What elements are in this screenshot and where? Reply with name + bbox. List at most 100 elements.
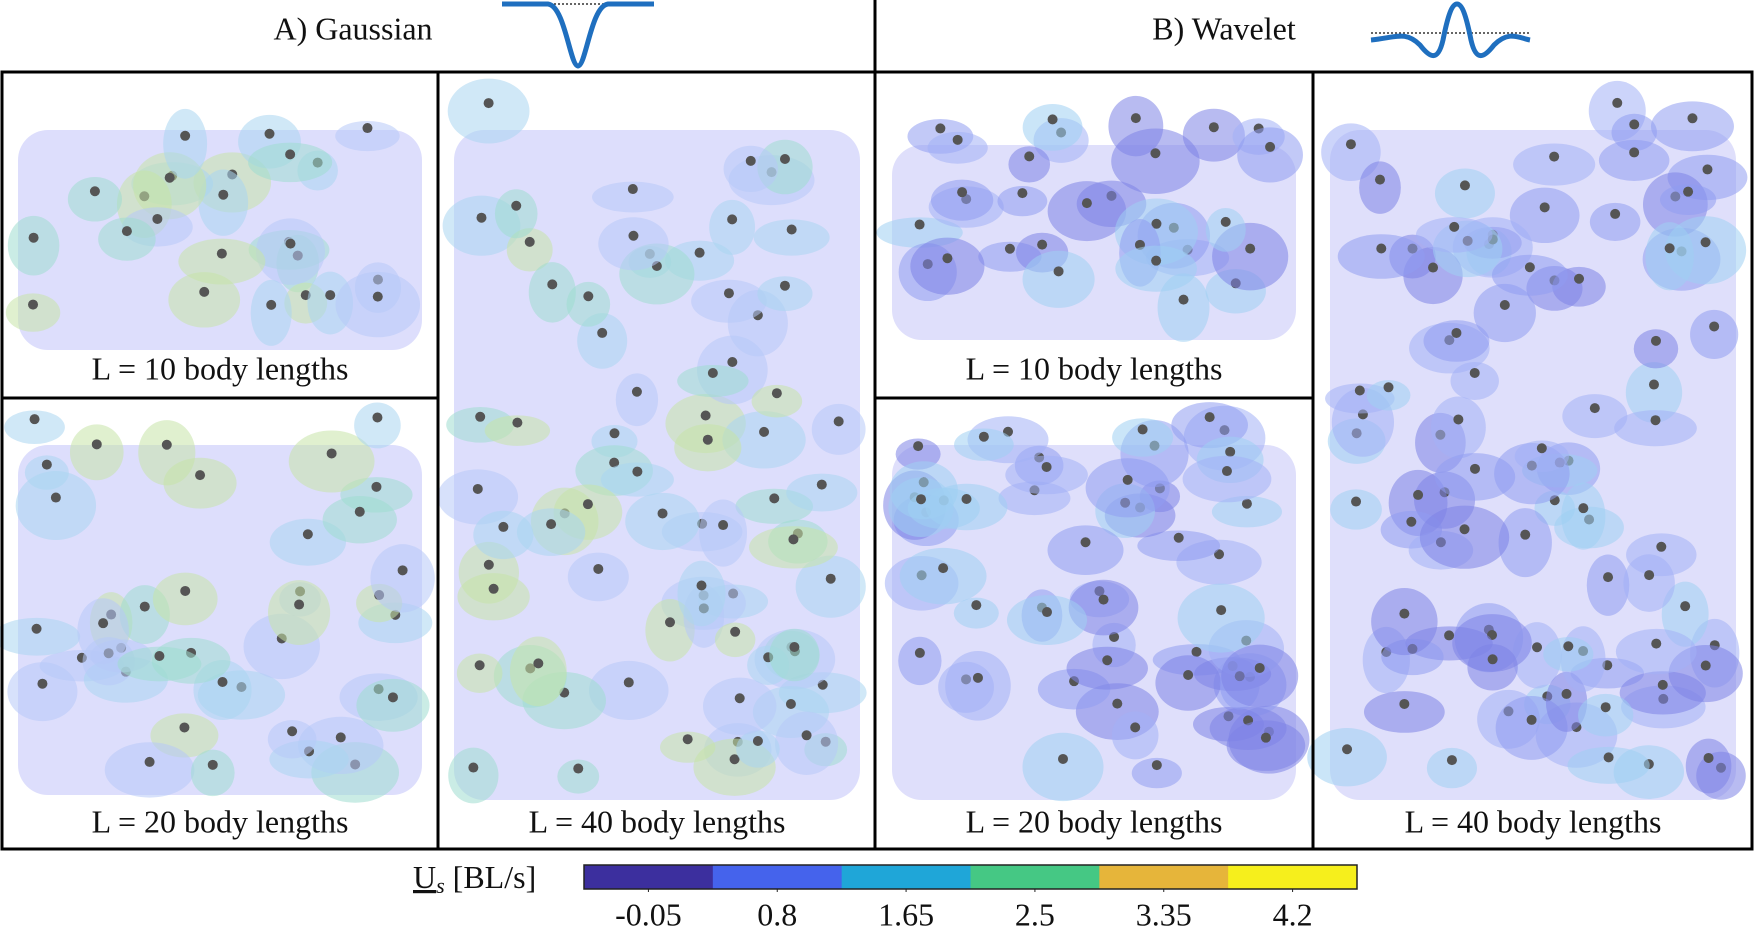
flow-blob — [190, 749, 235, 797]
flow-blob — [723, 145, 778, 192]
flow-blob — [691, 279, 767, 323]
flow-blob — [945, 651, 1011, 721]
fish — [1680, 601, 1691, 612]
flow-blob — [1182, 455, 1272, 503]
panel-label: L = 40 body lengths — [1405, 803, 1662, 839]
fish — [942, 253, 953, 264]
fish — [1702, 164, 1713, 175]
fish — [139, 601, 150, 612]
fish — [1042, 607, 1053, 618]
fish — [597, 327, 608, 338]
flow-blob — [753, 219, 830, 256]
fish — [727, 214, 738, 225]
fish — [1524, 262, 1535, 273]
fish — [1254, 662, 1265, 673]
fish — [144, 756, 155, 767]
flow-blob — [699, 499, 748, 567]
flow-blob — [898, 636, 942, 686]
flow-blob — [354, 402, 401, 449]
fish — [978, 431, 989, 442]
fish — [1453, 414, 1464, 425]
fish — [961, 494, 972, 505]
flow-blob — [335, 120, 400, 152]
fish — [752, 735, 763, 746]
flow-blob — [736, 730, 780, 768]
subscript: s — [436, 873, 445, 898]
flow-blob — [1022, 250, 1095, 308]
flow-blob — [910, 237, 985, 295]
flow-blob — [4, 410, 65, 444]
fish — [1183, 669, 1194, 680]
fish — [1656, 541, 1667, 552]
fish — [475, 411, 486, 422]
fish — [1650, 415, 1661, 426]
fish — [1709, 321, 1720, 332]
panel-label: L = 20 body lengths — [966, 803, 1223, 839]
fish — [524, 236, 535, 247]
fish — [665, 617, 676, 628]
fish — [609, 457, 620, 468]
flow-blob — [473, 510, 534, 560]
fish — [302, 529, 313, 540]
fish — [1080, 537, 1091, 548]
fish — [50, 492, 61, 503]
fish — [1578, 503, 1589, 514]
fish — [957, 187, 968, 198]
flow-blob — [1005, 455, 1088, 495]
fish — [372, 291, 383, 302]
panel-label: L = 40 body lengths — [529, 803, 786, 839]
fish — [266, 299, 277, 310]
fish — [264, 128, 275, 139]
fish — [326, 448, 337, 459]
fish — [1221, 466, 1232, 477]
fish — [1017, 188, 1028, 199]
fish — [387, 692, 398, 703]
flow-blob — [1625, 362, 1683, 423]
flow-blob — [1226, 720, 1306, 771]
fish — [682, 734, 693, 745]
fish — [91, 439, 102, 450]
fish — [745, 155, 756, 166]
fish — [935, 123, 946, 134]
fish — [696, 580, 707, 591]
flow-blob — [702, 677, 777, 735]
fish — [1449, 221, 1460, 232]
fish — [1657, 679, 1668, 690]
flow-blob — [567, 552, 629, 602]
flow-blob — [1578, 693, 1634, 737]
flow-blob — [506, 228, 553, 272]
fish — [1383, 382, 1394, 393]
fish — [1459, 180, 1470, 191]
fish — [825, 573, 836, 584]
fish — [1644, 570, 1655, 581]
flow-blob — [168, 272, 241, 328]
fish — [511, 200, 522, 211]
fish — [628, 230, 639, 241]
flow-blob — [288, 430, 375, 493]
colorbar-tick-label: 1.65 — [878, 896, 934, 932]
fish — [1561, 688, 1572, 699]
panel-art — [0, 78, 1748, 804]
flow-blob — [1614, 410, 1697, 447]
fish — [914, 219, 925, 230]
flow-blob — [7, 215, 60, 276]
flow-blob — [714, 622, 756, 658]
flow-blob — [615, 373, 659, 427]
flow-blob — [1430, 396, 1486, 459]
fish — [1208, 122, 1219, 133]
fish — [1444, 630, 1455, 641]
flow-blob — [1171, 402, 1248, 449]
fish — [730, 626, 741, 637]
flow-blob — [1434, 453, 1516, 501]
flow-blob — [722, 411, 806, 469]
flow-blob — [1115, 245, 1197, 292]
fish — [397, 565, 408, 576]
colorbar-segment — [970, 865, 1100, 889]
flow-blob — [484, 415, 551, 446]
fish — [1150, 148, 1161, 159]
fish — [474, 660, 485, 671]
flow-blob — [811, 403, 866, 455]
fish — [1603, 752, 1614, 763]
fish — [468, 762, 479, 773]
fish — [657, 508, 668, 519]
